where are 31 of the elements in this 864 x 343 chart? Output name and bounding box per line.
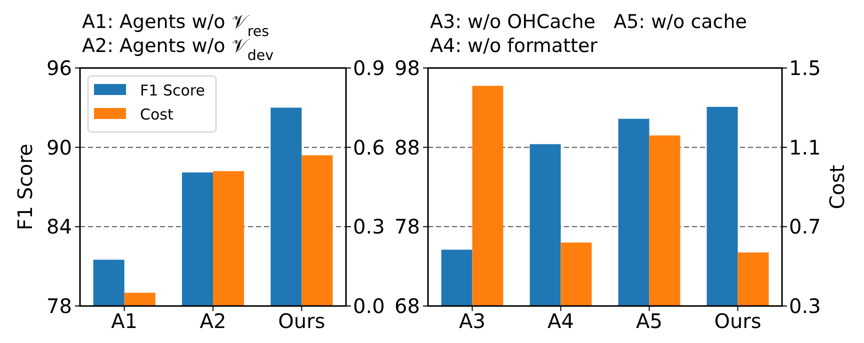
y-tick-label: 78 bbox=[46, 294, 72, 318]
y-axis-title: F1 Score bbox=[13, 144, 37, 230]
chart-subtitle: A2: Agents w/o 𝒱$_{dev}$ bbox=[82, 35, 274, 64]
y2-tick-label: 0.3 bbox=[789, 294, 821, 318]
y-tick-label: 68 bbox=[394, 294, 420, 318]
y2-tick-label: 1.1 bbox=[789, 135, 821, 160]
y2-tick-label: 0.9 bbox=[353, 56, 385, 80]
legend-label: F1 Score bbox=[140, 81, 205, 100]
y-tick-label: 90 bbox=[46, 135, 72, 160]
x-tick-label: A2 bbox=[200, 309, 226, 333]
y2-tick-label: 0.3 bbox=[353, 214, 385, 239]
y2-axis-title: Cost bbox=[825, 164, 849, 210]
x-tick-label: A3 bbox=[459, 309, 486, 333]
y-tick-label: 78 bbox=[394, 214, 420, 239]
y2-tick-label: 0.7 bbox=[789, 214, 821, 239]
y-tick-label: 96 bbox=[46, 56, 72, 80]
y-tick-label: 98 bbox=[394, 56, 420, 80]
y2-tick-label: 0.0 bbox=[353, 294, 385, 318]
y-tick-label: 84 bbox=[46, 214, 72, 239]
x-tick-label: A1 bbox=[111, 309, 138, 333]
chart-subtitle: A4: w/o formatter bbox=[430, 35, 598, 57]
x-tick-label: A5 bbox=[636, 309, 662, 333]
bar bbox=[124, 292, 156, 306]
y2-tick-label: 0.6 bbox=[353, 135, 385, 160]
x-tick-label: A4 bbox=[548, 309, 574, 333]
y-tick-label: 88 bbox=[394, 135, 420, 160]
x-tick-label: Ours bbox=[278, 309, 326, 333]
y2-tick-label: 1.5 bbox=[789, 56, 821, 80]
legend-label: Cost bbox=[140, 105, 174, 124]
chart-title: A3: w/o OHCache A5: w/o cache bbox=[430, 11, 747, 33]
x-tick-label: Ours bbox=[714, 309, 762, 333]
